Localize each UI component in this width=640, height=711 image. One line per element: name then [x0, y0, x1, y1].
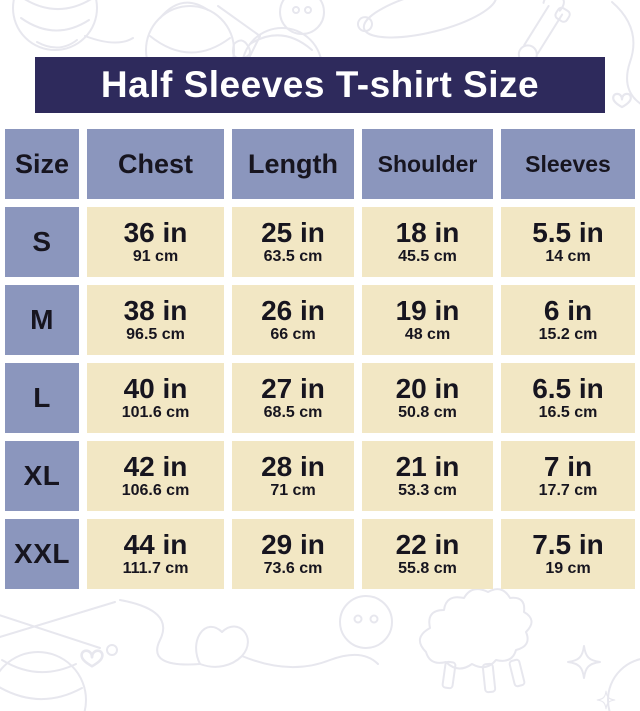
- title-banner: Half Sleeves T-shirt Size: [35, 57, 605, 113]
- sparkle-icon: [567, 645, 601, 679]
- value-cm: 106.6 cm: [121, 482, 190, 500]
- value-inches: 29 in: [261, 528, 325, 560]
- value-cm: 14 cm: [545, 248, 591, 266]
- value-inches: 21 in: [395, 450, 460, 482]
- column-header-size: Size: [5, 129, 79, 199]
- sparkle-icon: [596, 690, 616, 710]
- page-title: Half Sleeves T-shirt Size: [100, 64, 540, 105]
- value-inches: 25 in: [261, 216, 325, 248]
- value-inches: 28 in: [261, 450, 325, 482]
- size-label-xl: XL: [5, 441, 79, 511]
- value-inches: 5.5 in: [532, 216, 604, 248]
- value-cm: 73.6 cm: [263, 560, 323, 578]
- cell-l-length: 27 in 68.5 cm: [232, 363, 354, 433]
- value-inches: 22 in: [395, 528, 460, 560]
- cell-xxl-shoulder: 22 in 55.8 cm: [362, 519, 493, 589]
- value-cm: 45.5 cm: [398, 248, 457, 266]
- value-inches: 27 in: [261, 372, 325, 404]
- value-cm: 91 cm: [132, 248, 179, 266]
- value-cm: 19 cm: [545, 560, 591, 578]
- button-icon: [339, 595, 393, 649]
- value-inches: 7 in: [543, 450, 593, 482]
- size-label-m: M: [5, 285, 79, 355]
- thread-heart-icon: [119, 599, 379, 669]
- value-cm: 68.5 cm: [263, 404, 323, 422]
- cell-xl-shoulder: 21 in 53.3 cm: [362, 441, 493, 511]
- value-cm: 48 cm: [404, 326, 451, 344]
- yarn-ball-icon: [12, 0, 134, 51]
- value-inches: 6 in: [543, 294, 593, 326]
- cell-l-sleeves: 6.5 in 16.5 cm: [501, 363, 635, 433]
- size-label-s: S: [5, 207, 79, 277]
- knitting-needle-icon: [356, 0, 498, 39]
- value-cm: 15.2 cm: [538, 326, 598, 344]
- yarn-ball-icon: [607, 658, 640, 711]
- size-chart-table: Size Chest Length Shoulder Sleeves S 36 …: [5, 129, 635, 589]
- cell-s-chest: 36 in 91 cm: [87, 207, 224, 277]
- cell-m-sleeves: 6 in 15.2 cm: [501, 285, 635, 355]
- column-header-length: Length: [232, 129, 354, 199]
- cell-m-chest: 38 in 96.5 cm: [87, 285, 224, 355]
- value-cm: 55.8 cm: [398, 560, 457, 578]
- value-inches: 42 in: [123, 450, 188, 482]
- value-cm: 50.8 cm: [398, 404, 457, 422]
- value-cm: 96.5 cm: [126, 326, 185, 344]
- cell-xxl-sleeves: 7.5 in 19 cm: [501, 519, 635, 589]
- value-inches: 26 in: [261, 294, 325, 326]
- heart-icon: [612, 92, 632, 109]
- value-inches: 40 in: [123, 372, 188, 404]
- value-inches: 6.5 in: [532, 372, 604, 404]
- column-header-shoulder: Shoulder: [362, 129, 493, 199]
- column-header-sleeves: Sleeves: [501, 129, 635, 199]
- cell-xxl-chest: 44 in 111.7 cm: [87, 519, 224, 589]
- heart-icon: [80, 649, 104, 668]
- value-inches: 36 in: [123, 216, 188, 248]
- column-header-chest: Chest: [87, 129, 224, 199]
- value-cm: 71 cm: [270, 482, 316, 500]
- value-inches: 7.5 in: [532, 528, 604, 560]
- value-cm: 66 cm: [270, 326, 316, 344]
- cell-xl-chest: 42 in 106.6 cm: [87, 441, 224, 511]
- cell-s-sleeves: 5.5 in 14 cm: [501, 207, 635, 277]
- button-icon: [279, 0, 325, 35]
- sheep-icon: [419, 588, 533, 694]
- value-cm: 17.7 cm: [538, 482, 598, 500]
- cell-m-length: 26 in 66 cm: [232, 285, 354, 355]
- value-cm: 16.5 cm: [538, 404, 598, 422]
- value-cm: 111.7 cm: [122, 560, 189, 578]
- cell-l-shoulder: 20 in 50.8 cm: [362, 363, 493, 433]
- knitting-needles-icon: [0, 601, 118, 656]
- cell-s-length: 25 in 63.5 cm: [232, 207, 354, 277]
- yarn-thread-icon: [611, 1, 640, 105]
- value-inches: 38 in: [123, 294, 188, 326]
- yarn-ball-icon: [0, 651, 87, 711]
- value-inches: 44 in: [123, 528, 188, 560]
- value-cm: 63.5 cm: [263, 248, 323, 266]
- cell-xl-length: 28 in 71 cm: [232, 441, 354, 511]
- size-label-xxl: XXL: [5, 519, 79, 589]
- cell-l-chest: 40 in 101.6 cm: [87, 363, 224, 433]
- cell-xxl-length: 29 in 73.6 cm: [232, 519, 354, 589]
- size-label-l: L: [5, 363, 79, 433]
- value-inches: 19 in: [395, 294, 460, 326]
- cell-s-shoulder: 18 in 45.5 cm: [362, 207, 493, 277]
- value-inches: 20 in: [395, 372, 460, 404]
- value-inches: 18 in: [395, 216, 460, 248]
- cell-m-shoulder: 19 in 48 cm: [362, 285, 493, 355]
- value-cm: 53.3 cm: [398, 482, 457, 500]
- value-cm: 101.6 cm: [121, 404, 190, 422]
- cell-xl-sleeves: 7 in 17.7 cm: [501, 441, 635, 511]
